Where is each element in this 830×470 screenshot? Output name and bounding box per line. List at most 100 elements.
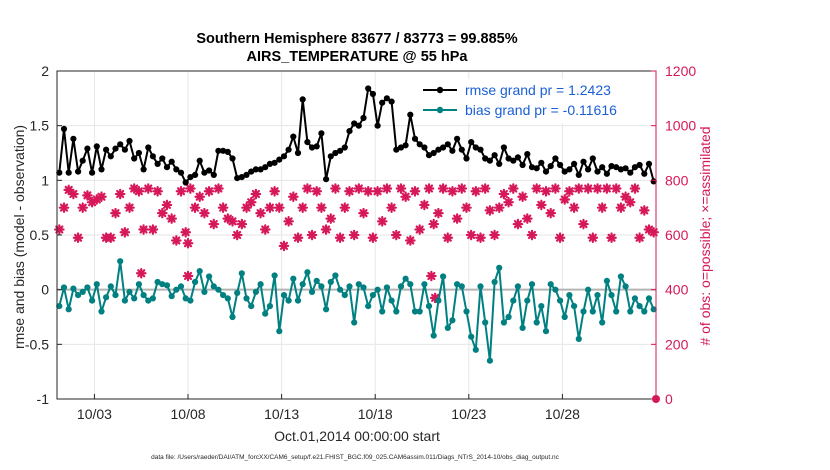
chart-title-line2: AIRS_TEMPERATURE @ 55 hPa xyxy=(247,49,469,65)
obs-point xyxy=(507,183,519,194)
bias-point xyxy=(149,295,156,302)
obs-marker-stroke xyxy=(541,187,551,196)
bias-point xyxy=(454,281,461,288)
y-axis-left-label: rmse and bias (model - observation) xyxy=(11,125,27,349)
rmse-point xyxy=(135,149,142,157)
obs-point xyxy=(203,185,215,197)
obs-point xyxy=(199,207,210,219)
rmse-point xyxy=(351,120,358,127)
rmse-point xyxy=(519,161,526,169)
bias-point xyxy=(482,319,489,326)
bias-point xyxy=(519,324,526,331)
obs-marker-stroke xyxy=(293,233,303,242)
bias-point xyxy=(599,319,606,326)
rmse-point xyxy=(561,168,568,175)
obs-marker-stroke xyxy=(443,233,452,242)
obs-point xyxy=(185,183,196,194)
obs-point xyxy=(409,185,421,197)
bias-point xyxy=(379,308,386,315)
rmse-point xyxy=(407,111,414,118)
obs-marker-stroke xyxy=(251,189,260,199)
bias-point xyxy=(425,303,433,310)
obs-marker-stroke xyxy=(237,219,246,229)
bias-point xyxy=(500,319,507,326)
obs-marker-stroke xyxy=(570,203,579,212)
obs-marker-stroke xyxy=(481,184,490,193)
rmse-point xyxy=(332,149,339,157)
bias-point xyxy=(430,332,437,339)
obs-point xyxy=(147,224,159,235)
bias-point xyxy=(271,272,278,279)
rmse-point xyxy=(477,146,484,153)
bias-point xyxy=(486,357,493,364)
rmse-point xyxy=(505,155,512,162)
obs-marker-stroke xyxy=(73,233,83,242)
obs-marker-stroke xyxy=(200,209,209,218)
rmse-point xyxy=(444,141,451,148)
bias-point xyxy=(229,313,236,321)
obs-point xyxy=(96,191,107,203)
obs-point xyxy=(592,183,603,194)
obs-point xyxy=(475,232,486,244)
bias-point xyxy=(383,284,390,291)
rmse-point xyxy=(580,158,587,165)
obs-point xyxy=(596,202,608,213)
obs-marker-stroke xyxy=(176,187,186,196)
obs-marker-stroke xyxy=(499,189,508,199)
obs-marker-stroke xyxy=(644,225,654,234)
obs-marker-stroke xyxy=(574,184,583,193)
obs-marker-stroke xyxy=(190,203,200,212)
obs-marker-stroke xyxy=(359,209,368,218)
bias-point xyxy=(360,284,367,291)
rmse-point xyxy=(557,161,564,169)
obs-point xyxy=(245,196,257,208)
rmse-point xyxy=(327,153,334,160)
obs-point xyxy=(522,213,533,224)
obs-point xyxy=(311,185,323,197)
bias-point xyxy=(636,303,643,310)
bias-point xyxy=(65,306,72,313)
obs-point xyxy=(498,188,510,200)
bias-point xyxy=(117,258,124,265)
bias-point xyxy=(608,292,615,299)
obs-point xyxy=(138,224,149,235)
bias-point xyxy=(243,295,250,302)
bias-point xyxy=(56,303,63,310)
obs-marker-stroke xyxy=(555,233,565,242)
obs-point xyxy=(227,216,238,227)
bias-point xyxy=(304,269,311,276)
y-left-tick-label: 1.5 xyxy=(30,118,50,134)
rmse-point xyxy=(383,95,390,102)
obs-marker-stroke xyxy=(345,187,354,196)
rmse-point xyxy=(280,153,288,160)
rmse-point xyxy=(290,133,297,140)
obs-marker-stroke xyxy=(513,219,523,229)
rmse-point xyxy=(641,170,648,177)
obs-point xyxy=(582,183,594,194)
bias-point xyxy=(524,297,531,304)
obs-point xyxy=(503,196,514,208)
obs-marker-stroke xyxy=(312,187,321,196)
bias-point xyxy=(538,303,545,310)
bias-point xyxy=(416,308,423,315)
rmse-point xyxy=(294,149,302,157)
rmse-point xyxy=(121,146,128,153)
obs-point xyxy=(171,235,182,246)
obs-marker-stroke xyxy=(303,184,312,193)
bias-point xyxy=(84,284,91,291)
obs-marker-stroke xyxy=(106,233,115,242)
obs-marker-stroke xyxy=(354,184,363,193)
obs-point xyxy=(156,207,168,219)
bias-point xyxy=(542,328,550,335)
obs-point xyxy=(236,218,248,230)
rmse-point xyxy=(369,90,376,98)
bias-point xyxy=(192,278,199,286)
obs-point xyxy=(479,183,491,194)
obs-marker-stroke xyxy=(116,189,125,199)
obs-marker-stroke xyxy=(181,228,190,237)
obs-point xyxy=(587,232,599,244)
rmse-point xyxy=(149,153,156,160)
bias-point xyxy=(617,273,625,280)
y-right-tick-label: 600 xyxy=(665,227,689,243)
rmse-point xyxy=(341,144,348,151)
